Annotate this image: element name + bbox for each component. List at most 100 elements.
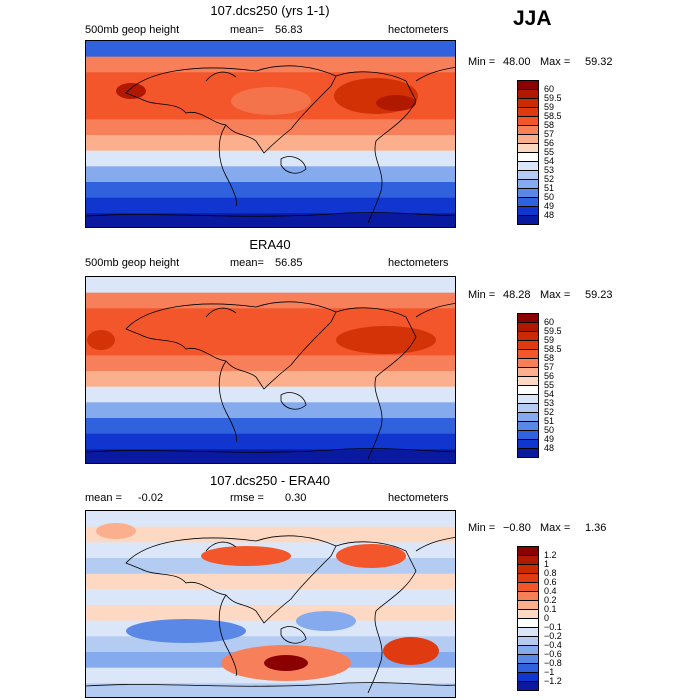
field-band: [86, 277, 455, 294]
panel-1-max-value: 59.32: [585, 56, 613, 68]
panel-1-title: 107.dcs250 (yrs 1-1): [210, 3, 330, 18]
colorbar-label: −0.4: [544, 640, 562, 650]
field-band: [86, 573, 455, 590]
panel-3-anomaly-southern-ocean-negative: [126, 619, 246, 643]
coastline: [205, 307, 237, 318]
colorbar-label: 1.2: [544, 550, 557, 560]
field-band: [86, 371, 455, 388]
panel-2-colorbar: 60 59.5 59 58.5 58 57 56 55 54 53 52 51 50 49 48: [517, 313, 577, 459]
season-label: JJA: [513, 7, 552, 30]
panel-3-max-label: Max =: [540, 522, 571, 534]
colorbar-label: 51: [544, 416, 555, 426]
colorbar-label: 60: [544, 317, 555, 327]
coastline: [415, 66, 455, 82]
panel-3-max-value: 1.36: [585, 522, 607, 534]
colorbar-label: 0.6: [544, 577, 557, 587]
coastline: [280, 392, 307, 410]
colorbar-label: 1: [544, 559, 550, 569]
colorbar-label: 0.1: [544, 604, 557, 614]
colorbar-label: 59.5: [544, 326, 562, 336]
colorbar-label: 56: [544, 371, 555, 381]
coastline: [205, 71, 237, 82]
colorbar-swatch: [517, 681, 539, 691]
field-band: [86, 135, 455, 152]
panel-1-map: [85, 40, 456, 228]
panel-1-high-atlantic-core: [376, 95, 416, 111]
colorbar-label: 55: [544, 147, 555, 157]
field-band: [86, 119, 455, 136]
colorbar-swatch: [517, 215, 539, 225]
field-band: [86, 182, 455, 199]
colorbar-label: 54: [544, 389, 555, 399]
panel-2-field: [86, 277, 455, 463]
field-band: [86, 355, 455, 372]
panel-2-mean-value: 56.85: [275, 257, 303, 269]
colorbar-label: 58.5: [544, 344, 562, 354]
colorbar-label: 50: [544, 192, 555, 202]
colorbar-label: 60: [544, 84, 555, 94]
coastline: [218, 124, 237, 207]
panel-1-units: hectometers: [388, 24, 449, 36]
coastline: [86, 212, 455, 217]
colorbar-label: 58: [544, 353, 555, 363]
coastline: [125, 301, 337, 390]
panel-2-max-label: Max =: [540, 289, 571, 301]
panel-3-anomaly-south-atlantic: [383, 637, 439, 665]
panel-1-min-label: Min =: [468, 56, 496, 68]
coastline: [415, 536, 455, 552]
colorbar-label: 0.8: [544, 568, 557, 578]
panel-2-mean-label: mean=: [230, 257, 264, 269]
colorbar-label: 49: [544, 434, 555, 444]
panel-2-variable-label: 500mb geop height: [85, 257, 180, 269]
field-band: [86, 197, 455, 214]
panel-3-anomaly-north-africa: [201, 546, 291, 566]
panel-1-max-label: Max =: [540, 56, 571, 68]
colorbar-label: 52: [544, 174, 555, 184]
colorbar-label: 50: [544, 425, 555, 435]
panel-1-min-value: 48.00: [503, 56, 531, 68]
field-band: [86, 56, 455, 73]
colorbar-label: 59: [544, 102, 555, 112]
panel-3-mean-label: mean =: [85, 492, 122, 504]
panel-1-colorbar: 60 59.5 59 58.5 58 57 56 55 54 53 52 51 50 49 48: [517, 80, 577, 226]
field-band: [86, 386, 455, 403]
colorbar-label: −0.6: [544, 649, 562, 659]
field-band: [86, 589, 455, 606]
panel-3-rmse-value: 0.30: [285, 492, 307, 504]
colorbar-label: 54: [544, 156, 555, 166]
panel-2-title: ERA40: [249, 237, 291, 252]
panel-3-anomaly-pacific-negative: [296, 611, 356, 631]
colorbar-label: 53: [544, 398, 555, 408]
colorbar-label: −0.2: [544, 631, 562, 641]
colorbar-label: 52: [544, 407, 555, 417]
panel-2-units: hectometers: [388, 257, 449, 269]
field-band: [86, 150, 455, 167]
colorbar-label: 59: [544, 335, 555, 345]
field-band: [86, 526, 455, 543]
colorbar-label: −1: [544, 667, 555, 677]
panel-1-mean-value: 56.83: [275, 24, 303, 36]
colorbar-label: 0: [544, 613, 550, 623]
field-band: [86, 511, 455, 528]
coastline: [335, 71, 417, 224]
panel-3-map: [85, 510, 456, 698]
panel-3-mean-value: -0.02: [138, 492, 164, 504]
panel-3-units: hectometers: [388, 492, 449, 504]
coastline: [280, 626, 307, 644]
coastline: [125, 535, 337, 624]
colorbar-swatch: [517, 448, 539, 458]
panel-3-anomaly-south-pacific-core: [264, 655, 308, 671]
coastline: [205, 541, 237, 552]
colorbar-label: −0.1: [544, 622, 562, 632]
colorbar-label: 49: [544, 201, 555, 211]
panel-1-field: [86, 41, 455, 227]
colorbar-label: 48: [544, 443, 555, 453]
field-band: [86, 166, 455, 183]
panel-1-high-asia: [116, 83, 146, 99]
panel-1-mean-label: mean=: [230, 24, 264, 36]
colorbar-label: 56: [544, 138, 555, 148]
panel-3-anomaly-east-asia: [96, 523, 136, 539]
field-band: [86, 449, 455, 463]
field-band: [86, 605, 455, 622]
panel-1-high-pacific: [231, 87, 311, 115]
